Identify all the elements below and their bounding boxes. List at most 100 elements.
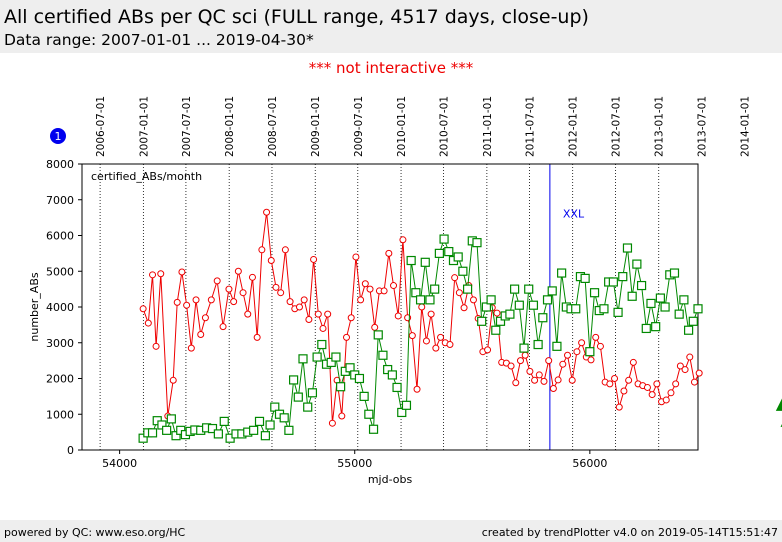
x-tick-label: 56000	[572, 457, 607, 470]
y-tick-label: 1000	[46, 408, 74, 421]
data-point	[162, 425, 172, 435]
data-point	[397, 407, 407, 418]
data-point	[531, 376, 539, 384]
date-tick-label: 2007-07-01	[181, 96, 193, 157]
data-point	[625, 376, 633, 384]
data-point	[317, 339, 327, 350]
data-point	[462, 284, 473, 294]
data-point	[336, 382, 346, 392]
data-point	[559, 360, 567, 368]
data-point	[535, 371, 543, 379]
data-point	[444, 246, 454, 257]
data-point	[364, 409, 374, 419]
data-point	[606, 380, 614, 388]
badge-number: 1	[55, 130, 62, 143]
data-point	[408, 332, 416, 340]
x-tick-label: 55000	[337, 457, 372, 470]
series-red-circles	[139, 208, 703, 427]
series-line	[142, 237, 699, 440]
date-tick-label: 2011-07-01	[524, 96, 536, 157]
data-point	[439, 234, 449, 244]
y-tick-label: 5000	[46, 265, 74, 278]
data-point	[538, 313, 548, 323]
y-tick-label: 0	[67, 444, 74, 457]
footer-bar: powered by QC: www.eso.org/HC created by…	[0, 520, 782, 542]
data-point	[587, 356, 595, 364]
data-point	[219, 323, 227, 331]
data-point	[629, 358, 637, 366]
data-point	[293, 392, 303, 402]
data-point	[368, 424, 379, 434]
series-green-triangles	[775, 398, 782, 427]
data-point	[425, 295, 435, 305]
data-point	[418, 303, 426, 311]
data-point	[183, 301, 191, 309]
date-tick-label: 2007-01-01	[138, 96, 150, 157]
data-point	[383, 364, 393, 375]
data-point	[578, 339, 586, 347]
data-point	[688, 316, 698, 326]
page-badge: 1	[50, 128, 66, 144]
data-point	[413, 385, 421, 393]
data-point	[298, 354, 308, 364]
data-point	[655, 293, 665, 303]
data-point	[627, 291, 637, 301]
data-point	[385, 249, 393, 257]
data-point	[636, 280, 647, 291]
date-tick-label: 2008-01-01	[224, 96, 236, 157]
data-point	[187, 344, 195, 352]
data-point	[138, 433, 148, 443]
data-point	[399, 236, 407, 244]
data-point	[166, 414, 176, 424]
data-point	[263, 208, 271, 216]
date-tick-label: 2014-01-01	[740, 96, 752, 157]
y-tick-label: 3000	[46, 337, 74, 350]
data-point	[571, 304, 581, 314]
data-point	[244, 310, 252, 318]
data-point	[144, 319, 152, 327]
data-point	[357, 296, 365, 304]
data-point	[613, 307, 623, 317]
data-point	[608, 277, 618, 287]
data-point	[207, 296, 215, 304]
data-point	[324, 310, 332, 318]
data-point	[775, 398, 782, 411]
data-point	[387, 370, 397, 380]
data-point	[265, 420, 275, 430]
data-point	[277, 289, 285, 297]
data-point	[343, 333, 351, 341]
data-point	[234, 267, 242, 275]
data-point	[272, 283, 280, 291]
data-point	[260, 431, 270, 441]
data-point	[681, 366, 689, 374]
data-point	[427, 310, 435, 318]
data-point	[380, 287, 388, 295]
data-point	[528, 300, 539, 310]
y-axis-label: number_ABs	[28, 272, 41, 342]
data-series	[138, 208, 782, 443]
data-point	[651, 322, 661, 332]
data-point	[676, 362, 684, 370]
data-point	[300, 296, 308, 304]
data-point	[510, 284, 520, 294]
data-point	[253, 333, 261, 341]
data-point	[611, 375, 619, 382]
data-point	[667, 389, 675, 397]
data-point	[695, 369, 703, 377]
data-point	[573, 348, 581, 356]
data-point	[326, 357, 336, 368]
data-point	[392, 382, 402, 393]
axis-labels: certified_ABs/month mjd-obs number_ABs	[28, 170, 412, 486]
data-point	[361, 280, 369, 288]
data-point	[526, 367, 534, 375]
data-point	[641, 323, 651, 334]
data-point	[303, 402, 313, 412]
data-point	[359, 391, 369, 401]
data-point	[693, 304, 703, 314]
date-tick-label: 2011-01-01	[482, 96, 494, 157]
data-point	[549, 385, 557, 393]
data-point	[338, 412, 346, 420]
data-point	[507, 362, 515, 370]
data-point	[345, 363, 355, 373]
data-point	[352, 253, 360, 261]
